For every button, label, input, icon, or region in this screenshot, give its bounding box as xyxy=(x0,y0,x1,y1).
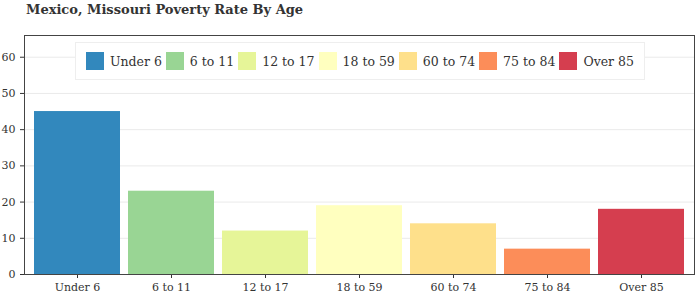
svg-text:6 to 11: 6 to 11 xyxy=(152,281,191,294)
svg-text:75 to 84: 75 to 84 xyxy=(524,281,570,294)
svg-text:60 to 74: 60 to 74 xyxy=(430,281,476,294)
svg-text:50: 50 xyxy=(2,87,16,100)
svg-text:60: 60 xyxy=(2,51,16,64)
svg-text:10: 10 xyxy=(2,232,16,245)
svg-text:0: 0 xyxy=(9,268,16,281)
html-text:60 to 74: 60 to 74 xyxy=(422,53,476,69)
html-text:12 to 17: 12 to 17 xyxy=(262,53,315,69)
html-text:Mexico, Missouri Poverty Rate: Mexico, Missouri Poverty Rate By Age xyxy=(26,2,304,17)
svg-text:18 to 59: 18 to 59 xyxy=(336,281,382,294)
html-text:6 to 11: 6 to 11 xyxy=(189,53,235,69)
svg-text:Over 85: Over 85 xyxy=(619,281,664,294)
svg-text:30: 30 xyxy=(2,159,16,172)
svg-text:40: 40 xyxy=(2,123,16,136)
html-text:75 to 84: 75 to 84 xyxy=(503,53,556,69)
html-text:Under 6: Under 6 xyxy=(110,53,162,69)
svg-text:12 to 17: 12 to 17 xyxy=(242,281,288,294)
html-text:18 to 59: 18 to 59 xyxy=(342,53,395,69)
svg-text:Under 6: Under 6 xyxy=(55,281,101,294)
svg-text:20: 20 xyxy=(2,196,16,209)
html-text:Over 85: Over 85 xyxy=(583,53,634,69)
